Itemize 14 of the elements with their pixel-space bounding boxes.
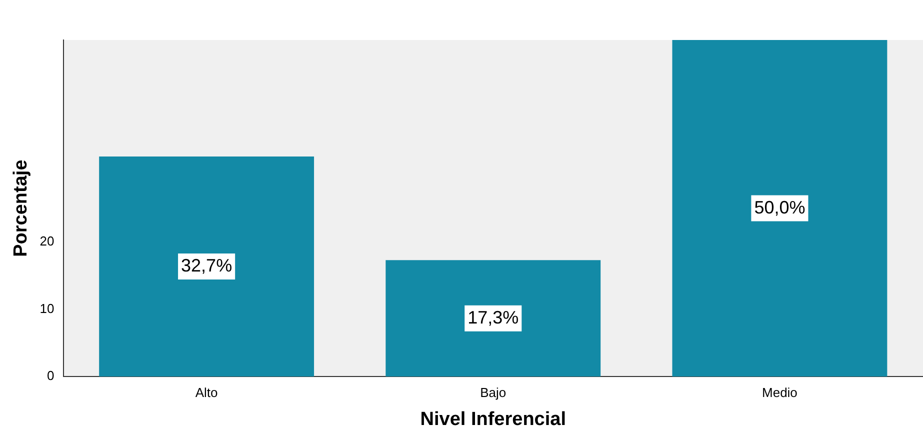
data-label: 50,0% [754, 197, 806, 218]
y-tick-label: 10 [40, 300, 54, 316]
y-axis-title: Porcentaje [10, 160, 32, 257]
bar [672, 40, 888, 377]
data-label: 17,3% [468, 307, 519, 328]
y-tick-label: 0 [47, 368, 54, 384]
y-tick-label: 20 [40, 234, 54, 249]
data-label: 32,7% [181, 256, 232, 276]
x-tick-label: Bajo [480, 384, 506, 400]
bar [99, 156, 314, 377]
bar [386, 260, 601, 377]
x-axis-title: Nivel Inferencial [420, 408, 566, 430]
x-tick-label: Medio [762, 384, 798, 400]
x-tick-label: Alto [195, 384, 218, 400]
